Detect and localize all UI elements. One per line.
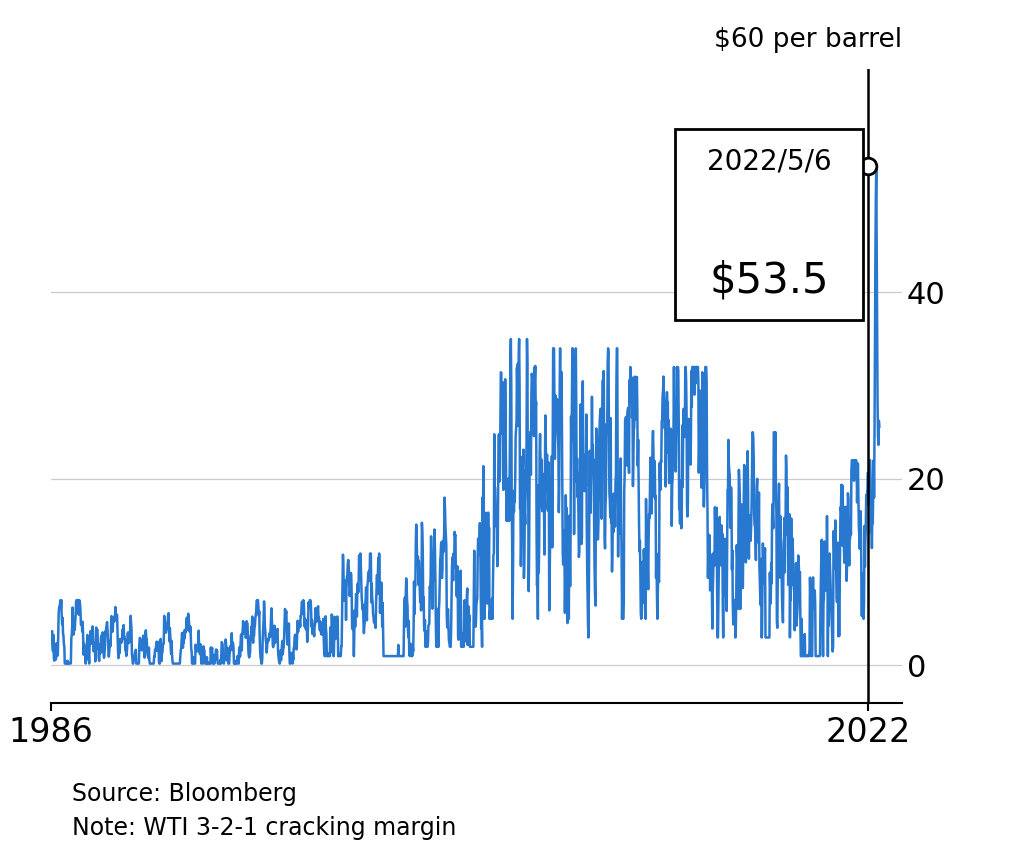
Text: Source: Bloomberg
Note: WTI 3-2-1 cracking margin: Source: Bloomberg Note: WTI 3-2-1 cracki… [72,782,456,840]
FancyBboxPatch shape [675,129,863,321]
Text: $53.5: $53.5 [709,260,829,302]
Text: $60 per barrel: $60 per barrel [713,27,902,53]
Text: 2022/5/6: 2022/5/6 [707,148,831,176]
